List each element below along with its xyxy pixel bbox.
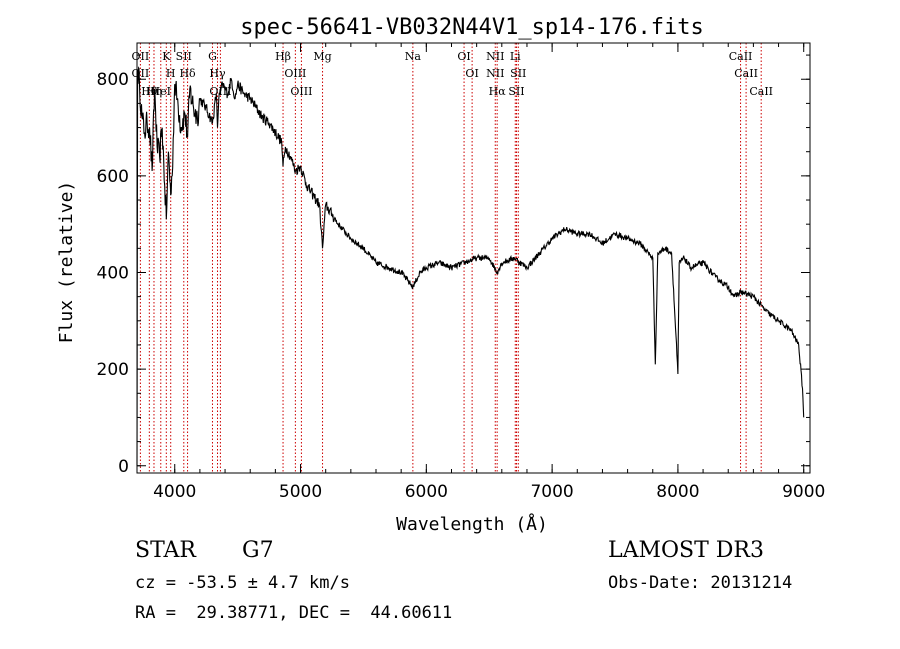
plot-frame — [136, 42, 811, 474]
line-label: H — [166, 67, 176, 80]
x-tick-label: 6000 — [405, 482, 448, 502]
line-label: OIII — [284, 67, 306, 80]
line-label: OI — [457, 50, 470, 63]
line-label: NII — [486, 67, 504, 80]
line-label: CaII — [734, 67, 758, 80]
line-label: OII — [132, 67, 150, 80]
line-label: CaII — [749, 85, 773, 98]
line-label: SII — [510, 67, 526, 80]
x-tick-label: 9000 — [782, 482, 825, 502]
x-tick-label: 5000 — [279, 482, 322, 502]
redshift-cz: cz = -53.5 ± 4.7 km/s — [135, 573, 350, 593]
y-tick-label: 400 — [97, 263, 129, 283]
x-axis-label: Wavelength (Å) — [396, 513, 548, 535]
object-subclass: G7 — [242, 538, 274, 563]
line-label: Hθ — [141, 85, 158, 98]
line-label: CaII — [729, 50, 753, 63]
line-label: Mg — [313, 50, 331, 63]
line-label: NII — [486, 50, 504, 63]
line-label: Hα — [489, 85, 507, 98]
line-label: Li — [510, 50, 521, 63]
y-axis-ticks: 0 200 400 600 800 — [97, 54, 810, 477]
y-tick-label: 600 — [97, 167, 129, 187]
x-axis-ticks: 4000 5000 6000 7000 8000 9000 — [153, 43, 825, 502]
line-label: SII — [508, 85, 524, 98]
y-tick-label: 800 — [97, 70, 129, 90]
x-tick-label: 4000 — [153, 482, 196, 502]
y-axis-label: Flux (relative) — [56, 181, 77, 344]
x-tick-label: 8000 — [656, 482, 699, 502]
line-label: G — [208, 50, 217, 63]
line-label: Hγ — [209, 67, 226, 80]
line-label: Na — [405, 50, 422, 63]
object-class: STAR — [135, 538, 196, 563]
line-label: SII — [176, 50, 192, 63]
line-label: Hβ — [275, 50, 291, 63]
survey-name: LAMOST DR3 — [608, 538, 764, 563]
line-label: HeI — [151, 85, 171, 98]
line-label: Hδ — [179, 67, 196, 80]
y-tick-label: 0 — [118, 457, 129, 477]
line-label: OIII — [290, 85, 312, 98]
chart-title: spec-56641-VB032N44V1_sp14-176.fits — [240, 15, 704, 40]
observation-date: Obs-Date: 20131214 — [608, 573, 793, 593]
line-label: K — [162, 50, 171, 63]
line-label: OII — [132, 50, 150, 63]
line-label: Hη — [146, 85, 162, 98]
line-markers — [139, 43, 762, 473]
x-tick-label: 7000 — [530, 482, 573, 502]
line-label: OI — [465, 67, 478, 80]
ra-dec-coordinates: RA = 29.38771, DEC = 44.60611 — [135, 603, 453, 623]
spectrum-line — [136, 66, 805, 466]
y-tick-label: 200 — [97, 360, 129, 380]
